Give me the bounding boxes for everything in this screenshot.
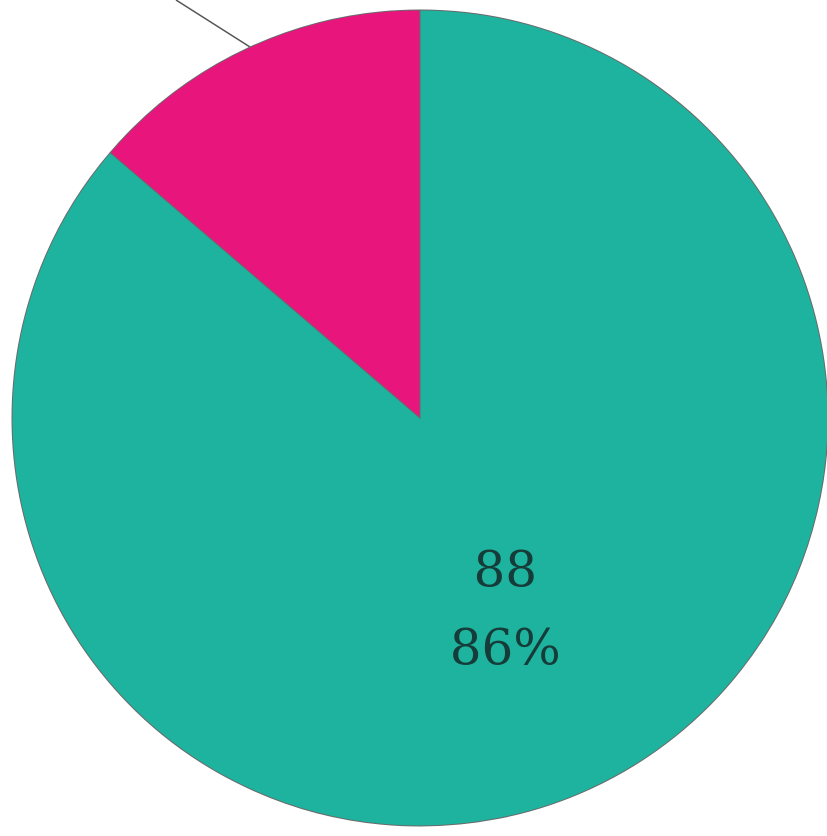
percent-label: 86% [450,618,561,676]
value-label: 88 [473,540,537,598]
pie-slice [109,9,421,420]
leader-line [175,0,251,48]
